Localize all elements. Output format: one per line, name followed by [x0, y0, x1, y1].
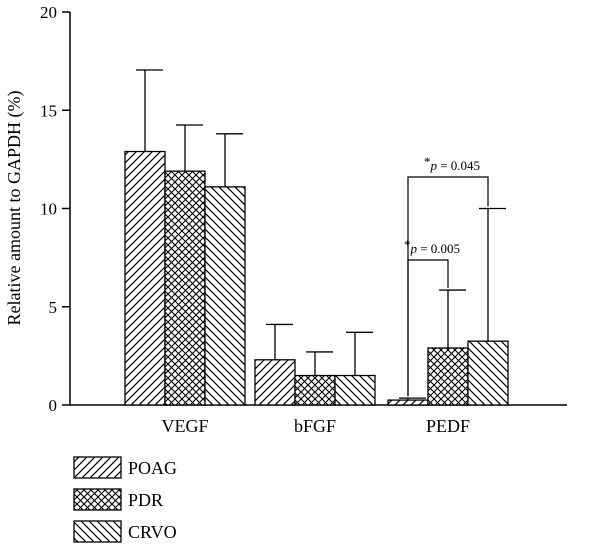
x-category-label: PEDF — [426, 416, 470, 436]
bar-poag-pedf — [387, 399, 429, 406]
bar-pdr-pedf — [427, 347, 469, 406]
bar-crvo-bfgf — [334, 374, 376, 406]
bar-crvo-vegf — [204, 186, 246, 406]
legend-swatch — [73, 488, 122, 511]
significance-bracket: *p = 0.005 — [404, 237, 460, 397]
y-tick-label: 5 — [49, 298, 58, 317]
legend-label: PDR — [128, 490, 163, 510]
legend: POAG PDR CRVO — [73, 456, 177, 543]
y-tick-label: 20 — [40, 3, 57, 22]
bar-crvo-pedf — [467, 340, 509, 406]
legend-item-crvo: CRVO — [73, 520, 177, 543]
y-tick-label: 10 — [40, 200, 57, 219]
legend-swatch — [73, 520, 122, 543]
x-category-label: bFGF — [294, 416, 336, 436]
p-value-annotation: *p = 0.045 — [424, 154, 480, 173]
legend-label: CRVO — [128, 522, 177, 542]
legend-item-pdr: PDR — [73, 488, 163, 511]
x-category-label: VEGF — [161, 416, 208, 436]
p-value-annotation: *p = 0.005 — [404, 237, 460, 256]
bar-pdr-bfgf — [294, 374, 336, 406]
plot-area: 0 5 10 15 20 VEGF bFGF PEDF *p = 0.005 *p = 0.045 — [40, 3, 567, 436]
y-tick-label: 15 — [40, 101, 57, 120]
significance-bracket: *p = 0.045 — [407, 154, 489, 397]
y-tick-label: 0 — [49, 396, 58, 415]
legend-label: POAG — [128, 458, 177, 478]
legend-swatch — [73, 456, 122, 479]
bar-poag-vegf — [124, 150, 166, 406]
bar-poag-bfgf — [254, 359, 296, 406]
legend-item-poag: POAG — [73, 456, 177, 479]
bar-pdr-vegf — [164, 170, 206, 406]
y-axis-label: Relative amount to GAPDH (%) — [4, 91, 25, 326]
